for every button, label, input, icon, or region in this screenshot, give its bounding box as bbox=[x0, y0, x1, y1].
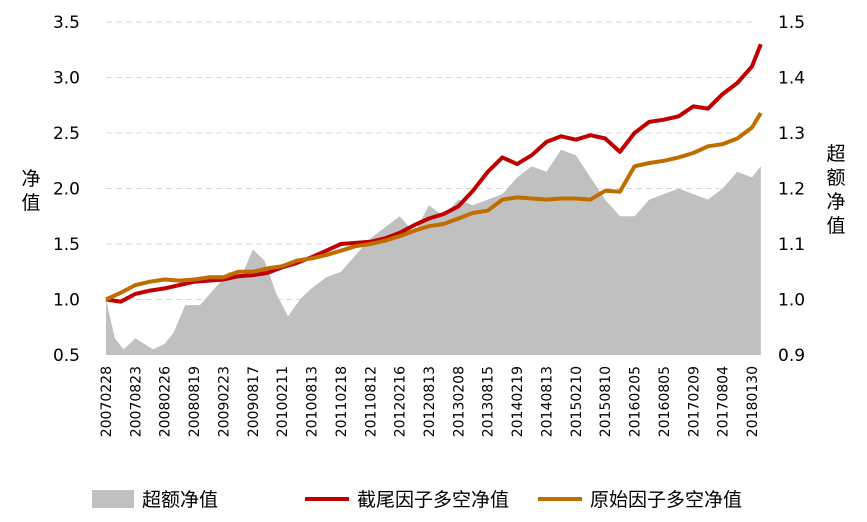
left-tick-label: 1.5 bbox=[53, 235, 80, 255]
right-axis-ticks: 0.9 1.0 1.1 1.2 1.3 1.4 1.5 bbox=[778, 13, 805, 366]
x-tick-label: 20140219 bbox=[510, 366, 526, 437]
x-tick-label: 20110218 bbox=[334, 366, 350, 437]
legend-label: 原始因子多空净值 bbox=[590, 489, 742, 511]
left-tick-label: 3.0 bbox=[53, 69, 80, 89]
series-area bbox=[106, 149, 761, 355]
legend-item: 原始因子多空净值 bbox=[538, 489, 742, 511]
right-axis-title-char: 超 bbox=[826, 143, 845, 165]
legend-swatch bbox=[92, 490, 134, 508]
x-tick-label: 20120813 bbox=[422, 366, 438, 437]
series-lines bbox=[105, 43, 763, 304]
right-axis-title: 超额净值 bbox=[826, 143, 845, 237]
left-axis-title-char: 值 bbox=[21, 192, 40, 214]
left-tick-label: 2.0 bbox=[53, 180, 80, 200]
right-tick-label: 1.2 bbox=[778, 180, 805, 200]
x-tick-label: 20110812 bbox=[363, 366, 379, 437]
x-tick-label: 20160805 bbox=[657, 366, 673, 437]
x-tick-label: 20130208 bbox=[451, 366, 467, 437]
legend-label: 截尾因子多空净值 bbox=[357, 489, 509, 511]
x-tick-label: 20160205 bbox=[628, 366, 644, 437]
series-trimmed-factor-line bbox=[105, 43, 763, 304]
right-tick-label: 0.9 bbox=[778, 346, 805, 366]
series-excess-nav-area bbox=[106, 149, 761, 355]
left-tick-label: 0.5 bbox=[53, 346, 80, 366]
right-axis-title-char: 净 bbox=[826, 191, 845, 213]
x-tick-label: 20170804 bbox=[716, 366, 732, 437]
x-tick-label: 20100813 bbox=[305, 366, 321, 437]
right-tick-label: 1.0 bbox=[778, 291, 805, 311]
x-tick-label: 20170209 bbox=[686, 366, 702, 437]
right-axis-title-char: 值 bbox=[826, 215, 845, 237]
right-tick-label: 1.1 bbox=[778, 235, 805, 255]
x-tick-label: 20120216 bbox=[393, 366, 409, 437]
x-tick-label: 20090223 bbox=[216, 366, 232, 437]
left-axis-title-char: 净 bbox=[21, 168, 40, 190]
x-tick-label: 20100211 bbox=[275, 366, 291, 437]
series-raw-factor-line bbox=[105, 111, 763, 302]
legend-label: 超额净值 bbox=[142, 489, 218, 511]
x-tick-label: 20080226 bbox=[158, 366, 174, 437]
x-tick-label: 20070228 bbox=[99, 366, 115, 437]
x-tick-label: 20140813 bbox=[539, 366, 555, 437]
right-axis-title-char: 额 bbox=[826, 167, 845, 189]
x-axis-ticks: 20070228 20070823 20080226 20080819 20090223… bbox=[99, 366, 761, 437]
legend-item: 超额净值 bbox=[92, 489, 218, 511]
x-tick-label: 20090817 bbox=[246, 366, 262, 437]
left-axis-title: 净值 bbox=[21, 168, 40, 214]
right-tick-label: 1.4 bbox=[778, 69, 805, 89]
x-tick-label: 20150210 bbox=[569, 366, 585, 437]
left-tick-label: 3.5 bbox=[53, 13, 80, 33]
left-tick-label: 1.0 bbox=[53, 291, 80, 311]
left-tick-label: 2.5 bbox=[53, 124, 80, 144]
x-tick-label: 20070823 bbox=[128, 366, 144, 437]
x-tick-label: 20130815 bbox=[481, 366, 497, 437]
right-tick-label: 1.3 bbox=[778, 124, 805, 144]
x-tick-label: 20150810 bbox=[598, 366, 614, 437]
left-axis-ticks: 0.5 1.0 1.5 2.0 2.5 3.0 3.5 bbox=[53, 13, 80, 366]
x-tick-label: 20080819 bbox=[187, 366, 203, 437]
x-tick-label: 20180130 bbox=[745, 366, 761, 437]
legend: 超额净值 截尾因子多空净值 原始因子多空净值 bbox=[92, 489, 742, 511]
right-tick-label: 1.5 bbox=[778, 13, 805, 33]
legend-item: 截尾因子多空净值 bbox=[305, 489, 509, 511]
